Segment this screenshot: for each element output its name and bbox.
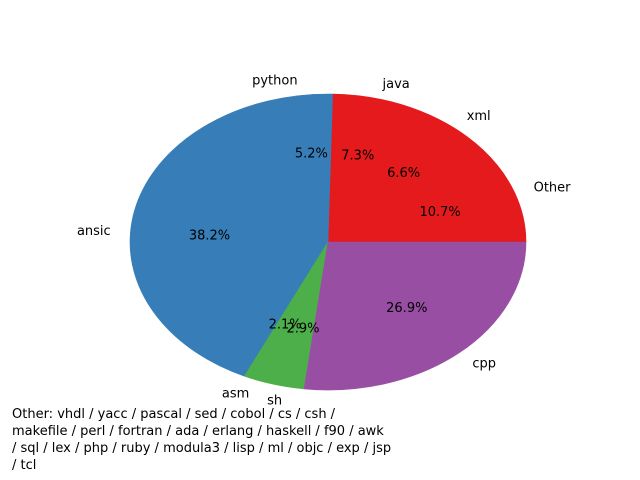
slice-label-sh: sh — [267, 394, 282, 409]
pie-slices — [129, 93, 527, 391]
slice-cpp — [303, 241, 527, 391]
slice-pct-asm: 2.1% — [269, 317, 302, 332]
slice-label-asm: asm — [222, 386, 249, 401]
slice-label-cpp: cpp — [472, 356, 496, 371]
slice-ansic — [129, 100, 329, 377]
slice-label-python: python — [252, 73, 297, 88]
pie-labels: Other 10.7% xml 6.6% java 7.3% python 5.2% ansic… — [77, 73, 571, 408]
slice-Other — [326, 149, 527, 243]
slice-pct-java: 7.3% — [341, 149, 374, 164]
slice-label-ansic: ansic — [77, 224, 111, 239]
slice-label-Other: Other — [534, 181, 572, 196]
slice-label-xml: xml — [467, 109, 491, 124]
slice-label-java: java — [382, 77, 410, 92]
other-footnote: Other: vhdl / yacc / pascal / sed / cobo… — [12, 407, 392, 473]
slice-pct-sh: 2.9% — [286, 321, 319, 336]
slice-pct-python: 5.2% — [295, 147, 328, 162]
slice-pct-ansic: 38.2% — [189, 229, 230, 244]
slice-pct-Other: 10.7% — [419, 205, 460, 220]
slice-pct-xml: 6.6% — [387, 166, 420, 181]
slice-pct-cpp: 26.9% — [386, 301, 427, 316]
